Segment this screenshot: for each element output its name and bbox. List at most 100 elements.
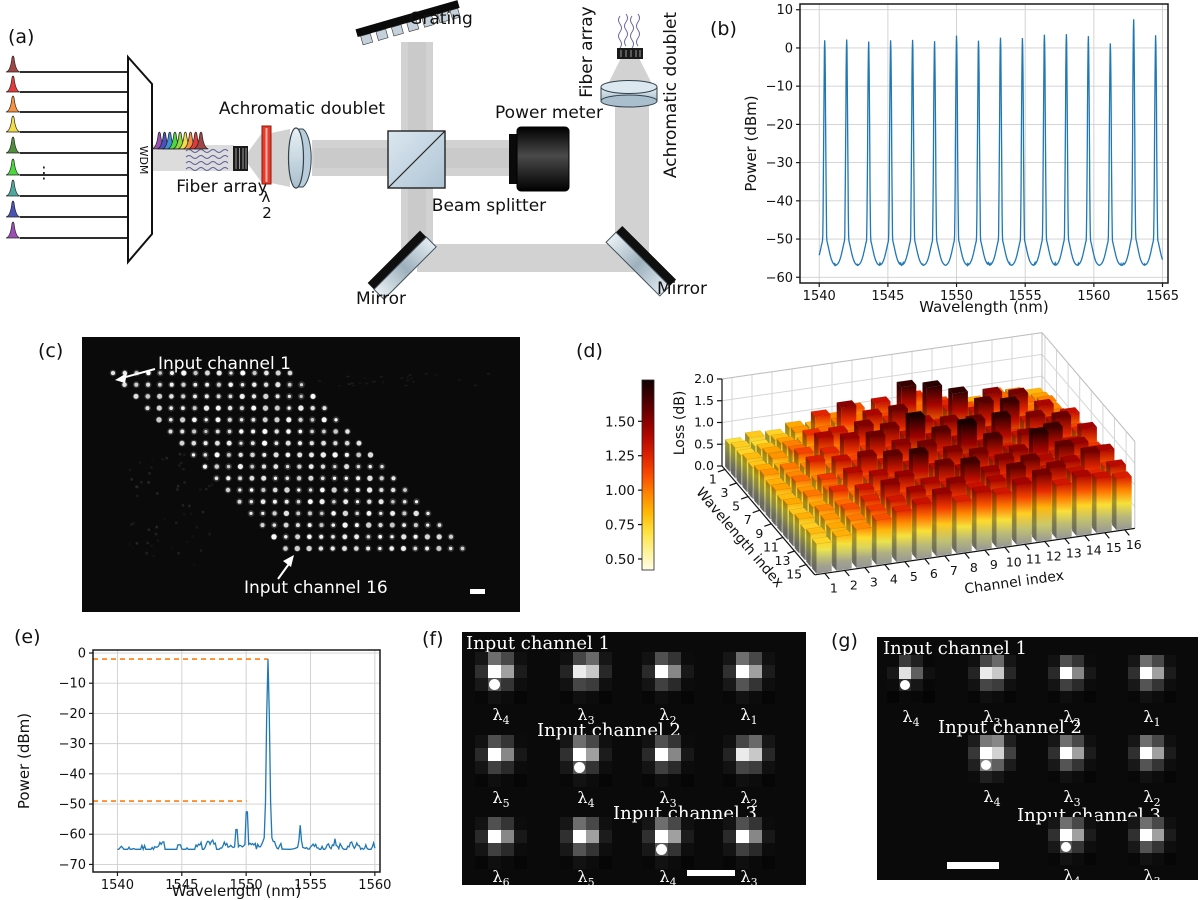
achromatic-doublet-icon-right bbox=[600, 80, 658, 108]
panel-label-f: (f) bbox=[422, 628, 444, 650]
wdm-icon: WDM bbox=[127, 54, 153, 265]
z-tick-label: 0.0 bbox=[694, 458, 714, 473]
single-peak-spectrum-chart: 1540 1545 1550 1555 1560 0 −10 −20 −30 −40 −50 −60 −… bbox=[15, 647, 391, 900]
wavelength-label: λ5 bbox=[492, 788, 510, 811]
channel-tick-label: 7 bbox=[950, 563, 958, 578]
x-tick-label: 1555 bbox=[1009, 289, 1042, 304]
spot-grid-experiment: Input channel 1 λ4 λ3 λ2 λ1 Input channel 2 λ4… bbox=[877, 637, 1198, 888]
psf-spot-image bbox=[642, 735, 694, 787]
wavelength-label: λ3 bbox=[740, 867, 758, 890]
wavelength-tick-label: 11 bbox=[763, 539, 779, 554]
colorbar-tick-label: 0.50 bbox=[605, 552, 635, 568]
psf-spot-image bbox=[1048, 735, 1096, 783]
wavelength-tick-label: 15 bbox=[786, 567, 802, 582]
grating-label: Grating bbox=[409, 9, 473, 29]
wavelength-label: λ3 bbox=[659, 788, 677, 811]
wdm-label: WDM bbox=[137, 146, 150, 175]
scale-bar bbox=[947, 862, 999, 869]
psf-spot-image bbox=[723, 652, 775, 704]
input-channel-peak-icon bbox=[5, 55, 21, 73]
half-waveplate-label-lambda: λ bbox=[262, 188, 271, 206]
psf-spot-image bbox=[560, 817, 612, 869]
spectrum-trace bbox=[818, 19, 1164, 268]
input-channel-peak-icon bbox=[5, 95, 21, 113]
z-tick-label: 0.5 bbox=[694, 436, 714, 451]
power-meter-icon bbox=[509, 126, 570, 192]
annotations: Input channel 1 Input channel 16 bbox=[115, 354, 485, 598]
x-tick-label: 1540 bbox=[101, 878, 134, 893]
input-channel-peak-icon bbox=[5, 158, 21, 176]
psf-spot-image bbox=[1128, 735, 1176, 783]
x-axis-label: Wavelength (nm) bbox=[172, 882, 302, 900]
input-channel-peak-icon bbox=[5, 115, 21, 133]
channel-tick-label: 15 bbox=[1106, 540, 1122, 555]
fiber-array-icon-right bbox=[617, 13, 643, 59]
wavelength-label: λ2 bbox=[1143, 787, 1161, 810]
input-channel-title: Input channel 2 bbox=[938, 717, 1082, 738]
wavelength-label: λ3 bbox=[1143, 866, 1161, 889]
psf-spot-image bbox=[475, 735, 527, 787]
x-tick-label: 1560 bbox=[358, 878, 391, 893]
wavelength-tick-label: 13 bbox=[775, 553, 791, 568]
target-position-marker-icon bbox=[981, 760, 991, 770]
psf-spot-image bbox=[1048, 655, 1096, 703]
axes-3d bbox=[717, 378, 1135, 580]
achromatic-doublet-icon-left bbox=[287, 127, 312, 189]
z-tick-label: 2.0 bbox=[694, 371, 714, 386]
scale-bar bbox=[687, 870, 735, 876]
comb-spectrum-chart: 1540 1545 1550 1555 1560 1565 10 0 −10 −20 −30 −40 −… bbox=[742, 3, 1179, 316]
y-tick-label: 10 bbox=[776, 3, 793, 18]
wavelength-tick-label: 9 bbox=[755, 526, 763, 541]
scale-bar bbox=[470, 589, 485, 594]
colorbar-tick-label: 0.75 bbox=[605, 518, 635, 534]
wavelength-label: λ3 bbox=[577, 705, 595, 728]
psf-spot-image bbox=[1128, 817, 1176, 865]
z-tick-label: 1.5 bbox=[694, 393, 714, 408]
input-channel-peak-icon bbox=[5, 200, 21, 218]
panel-label-b: (b) bbox=[710, 18, 737, 40]
channel-tick-label: 5 bbox=[910, 569, 918, 584]
psf-spot-image bbox=[475, 817, 527, 869]
channel-tick-label: 8 bbox=[970, 560, 978, 575]
wavelength-label: λ1 bbox=[740, 705, 758, 728]
z-tick-label: 1.0 bbox=[694, 415, 714, 430]
wavelength-label: λ4 bbox=[492, 705, 510, 728]
output-dot-grid-image: Input channel 1 Input channel 16 bbox=[82, 337, 520, 612]
y-tick-label: −50 bbox=[59, 798, 86, 813]
x-tick-label: 1565 bbox=[1146, 289, 1179, 304]
power-meter-label: Power meter bbox=[495, 103, 603, 123]
y-tick-label: −10 bbox=[59, 677, 86, 692]
channel-tick-label: 14 bbox=[1086, 543, 1102, 558]
wdm-input-channels bbox=[5, 55, 128, 239]
wavelength-tick-label: 7 bbox=[744, 512, 752, 527]
target-position-marker-icon bbox=[656, 844, 667, 855]
wavelength-label: λ3 bbox=[983, 707, 1001, 730]
optical-setup-diagram: ⋮ WDM Fiber array λ 2 Achromatic doublet bbox=[5, 0, 707, 309]
y-tick-label: −50 bbox=[766, 233, 793, 248]
y-tick-label: −30 bbox=[766, 156, 793, 171]
loss-bars bbox=[724, 379, 1132, 574]
wavelength-label: λ4 bbox=[577, 788, 595, 811]
psf-spot-image bbox=[968, 735, 1016, 783]
y-axis-label: Power (dBm) bbox=[15, 713, 33, 809]
wavelength-label: λ6 bbox=[492, 867, 510, 890]
colorbar: 1.50 1.25 1.00 0.75 0.50 bbox=[605, 379, 655, 571]
wavelength-label: λ3 bbox=[1063, 787, 1081, 810]
input-channel-16-label: Input channel 16 bbox=[244, 578, 388, 598]
dashed-annotations bbox=[93, 658, 269, 802]
psf-spot-image bbox=[1128, 655, 1176, 703]
wavelength-label: λ4 bbox=[902, 707, 920, 730]
x-tick-label: 1550 bbox=[940, 289, 973, 304]
psf-spot-image bbox=[560, 652, 612, 704]
psf-spot-image bbox=[968, 655, 1016, 703]
wavelength-tick-label: 3 bbox=[721, 485, 729, 500]
input-channel-peak-icon bbox=[5, 179, 21, 197]
psf-spot-image bbox=[723, 735, 775, 787]
panel-label-d: (d) bbox=[576, 340, 603, 362]
fiber-array-icon-left bbox=[185, 146, 248, 171]
psf-spot-image bbox=[887, 655, 935, 703]
wavelength-label: λ5 bbox=[577, 867, 595, 890]
input-channel-peak-icon bbox=[5, 75, 21, 93]
psf-spot-image bbox=[642, 817, 694, 869]
dot-grid bbox=[109, 369, 466, 552]
